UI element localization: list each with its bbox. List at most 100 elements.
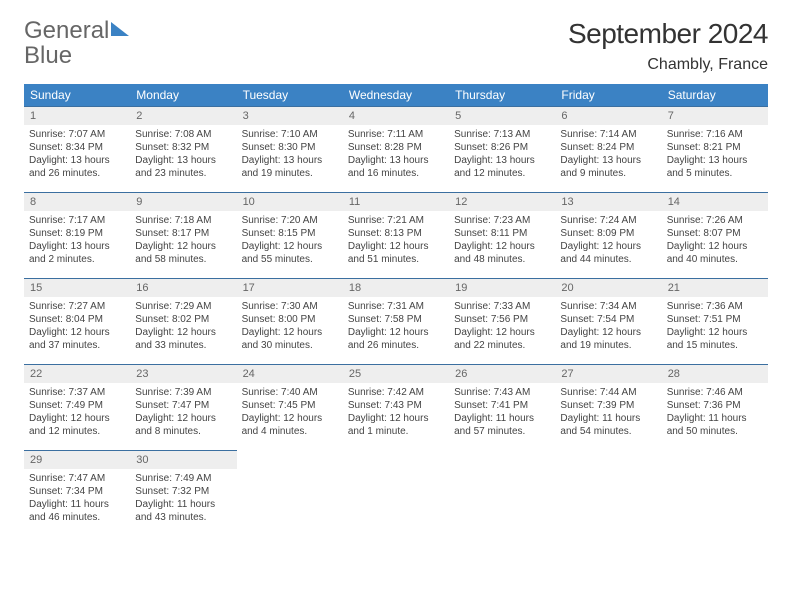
sunset-text: Sunset: 7:56 PM bbox=[454, 313, 550, 326]
day-cell bbox=[662, 450, 768, 536]
daylight-text-1: Daylight: 12 hours bbox=[454, 326, 550, 339]
day-number: 30 bbox=[130, 450, 236, 469]
day-number: 8 bbox=[24, 192, 130, 211]
day-body: Sunrise: 7:42 AMSunset: 7:43 PMDaylight:… bbox=[343, 383, 449, 442]
daylight-text-2: and 15 minutes. bbox=[667, 339, 763, 352]
daylight-text-2: and 12 minutes. bbox=[29, 425, 125, 438]
day-cell: 13Sunrise: 7:24 AMSunset: 8:09 PMDayligh… bbox=[555, 192, 661, 278]
day-body: Sunrise: 7:14 AMSunset: 8:24 PMDaylight:… bbox=[555, 125, 661, 184]
day-body: Sunrise: 7:08 AMSunset: 8:32 PMDaylight:… bbox=[130, 125, 236, 184]
sunrise-text: Sunrise: 7:49 AM bbox=[135, 472, 231, 485]
day-body: Sunrise: 7:34 AMSunset: 7:54 PMDaylight:… bbox=[555, 297, 661, 356]
daylight-text-2: and 2 minutes. bbox=[29, 253, 125, 266]
daylight-text-2: and 51 minutes. bbox=[348, 253, 444, 266]
daylight-text-1: Daylight: 12 hours bbox=[348, 240, 444, 253]
sunset-text: Sunset: 8:19 PM bbox=[29, 227, 125, 240]
sunset-text: Sunset: 7:45 PM bbox=[242, 399, 338, 412]
sunset-text: Sunset: 7:51 PM bbox=[667, 313, 763, 326]
sunset-text: Sunset: 7:49 PM bbox=[29, 399, 125, 412]
sunset-text: Sunset: 7:41 PM bbox=[454, 399, 550, 412]
sunrise-text: Sunrise: 7:08 AM bbox=[135, 128, 231, 141]
daylight-text-2: and 43 minutes. bbox=[135, 511, 231, 524]
daylight-text-1: Daylight: 13 hours bbox=[242, 154, 338, 167]
week-row: 29Sunrise: 7:47 AMSunset: 7:34 PMDayligh… bbox=[24, 450, 768, 536]
sunrise-text: Sunrise: 7:14 AM bbox=[560, 128, 656, 141]
daylight-text-1: Daylight: 13 hours bbox=[135, 154, 231, 167]
sunrise-text: Sunrise: 7:21 AM bbox=[348, 214, 444, 227]
week-row: 1Sunrise: 7:07 AMSunset: 8:34 PMDaylight… bbox=[24, 106, 768, 192]
day-body: Sunrise: 7:07 AMSunset: 8:34 PMDaylight:… bbox=[24, 125, 130, 184]
sunrise-text: Sunrise: 7:26 AM bbox=[667, 214, 763, 227]
weekday-header: Sunday bbox=[24, 84, 130, 106]
sunset-text: Sunset: 7:58 PM bbox=[348, 313, 444, 326]
day-cell: 19Sunrise: 7:33 AMSunset: 7:56 PMDayligh… bbox=[449, 278, 555, 364]
sunrise-text: Sunrise: 7:31 AM bbox=[348, 300, 444, 313]
day-cell: 6Sunrise: 7:14 AMSunset: 8:24 PMDaylight… bbox=[555, 106, 661, 192]
day-cell: 17Sunrise: 7:30 AMSunset: 8:00 PMDayligh… bbox=[237, 278, 343, 364]
day-cell bbox=[237, 450, 343, 536]
daylight-text-1: Daylight: 12 hours bbox=[242, 412, 338, 425]
sunrise-text: Sunrise: 7:46 AM bbox=[667, 386, 763, 399]
sunset-text: Sunset: 8:11 PM bbox=[454, 227, 550, 240]
day-cell: 21Sunrise: 7:36 AMSunset: 7:51 PMDayligh… bbox=[662, 278, 768, 364]
day-body: Sunrise: 7:27 AMSunset: 8:04 PMDaylight:… bbox=[24, 297, 130, 356]
sunrise-text: Sunrise: 7:44 AM bbox=[560, 386, 656, 399]
daylight-text-2: and 1 minute. bbox=[348, 425, 444, 438]
sunset-text: Sunset: 8:00 PM bbox=[242, 313, 338, 326]
daylight-text-2: and 58 minutes. bbox=[135, 253, 231, 266]
weekday-header: Monday bbox=[130, 84, 236, 106]
daylight-text-1: Daylight: 11 hours bbox=[135, 498, 231, 511]
daylight-text-1: Daylight: 12 hours bbox=[560, 240, 656, 253]
day-cell: 14Sunrise: 7:26 AMSunset: 8:07 PMDayligh… bbox=[662, 192, 768, 278]
day-number: 3 bbox=[237, 106, 343, 125]
daylight-text-1: Daylight: 12 hours bbox=[29, 412, 125, 425]
day-body: Sunrise: 7:49 AMSunset: 7:32 PMDaylight:… bbox=[130, 469, 236, 528]
logo: General Blue bbox=[24, 18, 129, 68]
day-number: 15 bbox=[24, 278, 130, 297]
day-body: Sunrise: 7:30 AMSunset: 8:00 PMDaylight:… bbox=[237, 297, 343, 356]
daylight-text-1: Daylight: 12 hours bbox=[454, 240, 550, 253]
sunset-text: Sunset: 7:36 PM bbox=[667, 399, 763, 412]
daylight-text-1: Daylight: 12 hours bbox=[29, 326, 125, 339]
day-body: Sunrise: 7:26 AMSunset: 8:07 PMDaylight:… bbox=[662, 211, 768, 270]
daylight-text-2: and 19 minutes. bbox=[560, 339, 656, 352]
day-body: Sunrise: 7:39 AMSunset: 7:47 PMDaylight:… bbox=[130, 383, 236, 442]
day-number: 25 bbox=[343, 364, 449, 383]
day-number: 23 bbox=[130, 364, 236, 383]
sunset-text: Sunset: 7:43 PM bbox=[348, 399, 444, 412]
sunrise-text: Sunrise: 7:29 AM bbox=[135, 300, 231, 313]
day-cell: 25Sunrise: 7:42 AMSunset: 7:43 PMDayligh… bbox=[343, 364, 449, 450]
sunrise-text: Sunrise: 7:07 AM bbox=[29, 128, 125, 141]
sunset-text: Sunset: 7:54 PM bbox=[560, 313, 656, 326]
daylight-text-2: and 57 minutes. bbox=[454, 425, 550, 438]
day-number: 2 bbox=[130, 106, 236, 125]
day-body: Sunrise: 7:21 AMSunset: 8:13 PMDaylight:… bbox=[343, 211, 449, 270]
title-block: September 2024 Chambly, France bbox=[568, 18, 768, 74]
day-number: 6 bbox=[555, 106, 661, 125]
day-cell: 24Sunrise: 7:40 AMSunset: 7:45 PMDayligh… bbox=[237, 364, 343, 450]
day-cell: 15Sunrise: 7:27 AMSunset: 8:04 PMDayligh… bbox=[24, 278, 130, 364]
sunrise-text: Sunrise: 7:20 AM bbox=[242, 214, 338, 227]
day-cell: 10Sunrise: 7:20 AMSunset: 8:15 PMDayligh… bbox=[237, 192, 343, 278]
day-body: Sunrise: 7:13 AMSunset: 8:26 PMDaylight:… bbox=[449, 125, 555, 184]
daylight-text-1: Daylight: 11 hours bbox=[667, 412, 763, 425]
weekday-header: Wednesday bbox=[343, 84, 449, 106]
sunset-text: Sunset: 8:07 PM bbox=[667, 227, 763, 240]
day-number: 17 bbox=[237, 278, 343, 297]
weekday-header: Friday bbox=[555, 84, 661, 106]
day-body: Sunrise: 7:43 AMSunset: 7:41 PMDaylight:… bbox=[449, 383, 555, 442]
daylight-text-2: and 55 minutes. bbox=[242, 253, 338, 266]
weekday-header: Thursday bbox=[449, 84, 555, 106]
daylight-text-2: and 26 minutes. bbox=[29, 167, 125, 180]
week-row: 15Sunrise: 7:27 AMSunset: 8:04 PMDayligh… bbox=[24, 278, 768, 364]
daylight-text-1: Daylight: 12 hours bbox=[348, 326, 444, 339]
sunset-text: Sunset: 8:24 PM bbox=[560, 141, 656, 154]
day-cell: 27Sunrise: 7:44 AMSunset: 7:39 PMDayligh… bbox=[555, 364, 661, 450]
daylight-text-1: Daylight: 13 hours bbox=[560, 154, 656, 167]
daylight-text-1: Daylight: 12 hours bbox=[667, 240, 763, 253]
sunset-text: Sunset: 8:28 PM bbox=[348, 141, 444, 154]
daylight-text-1: Daylight: 11 hours bbox=[29, 498, 125, 511]
sunset-text: Sunset: 8:21 PM bbox=[667, 141, 763, 154]
daylight-text-1: Daylight: 13 hours bbox=[29, 240, 125, 253]
sunrise-text: Sunrise: 7:17 AM bbox=[29, 214, 125, 227]
